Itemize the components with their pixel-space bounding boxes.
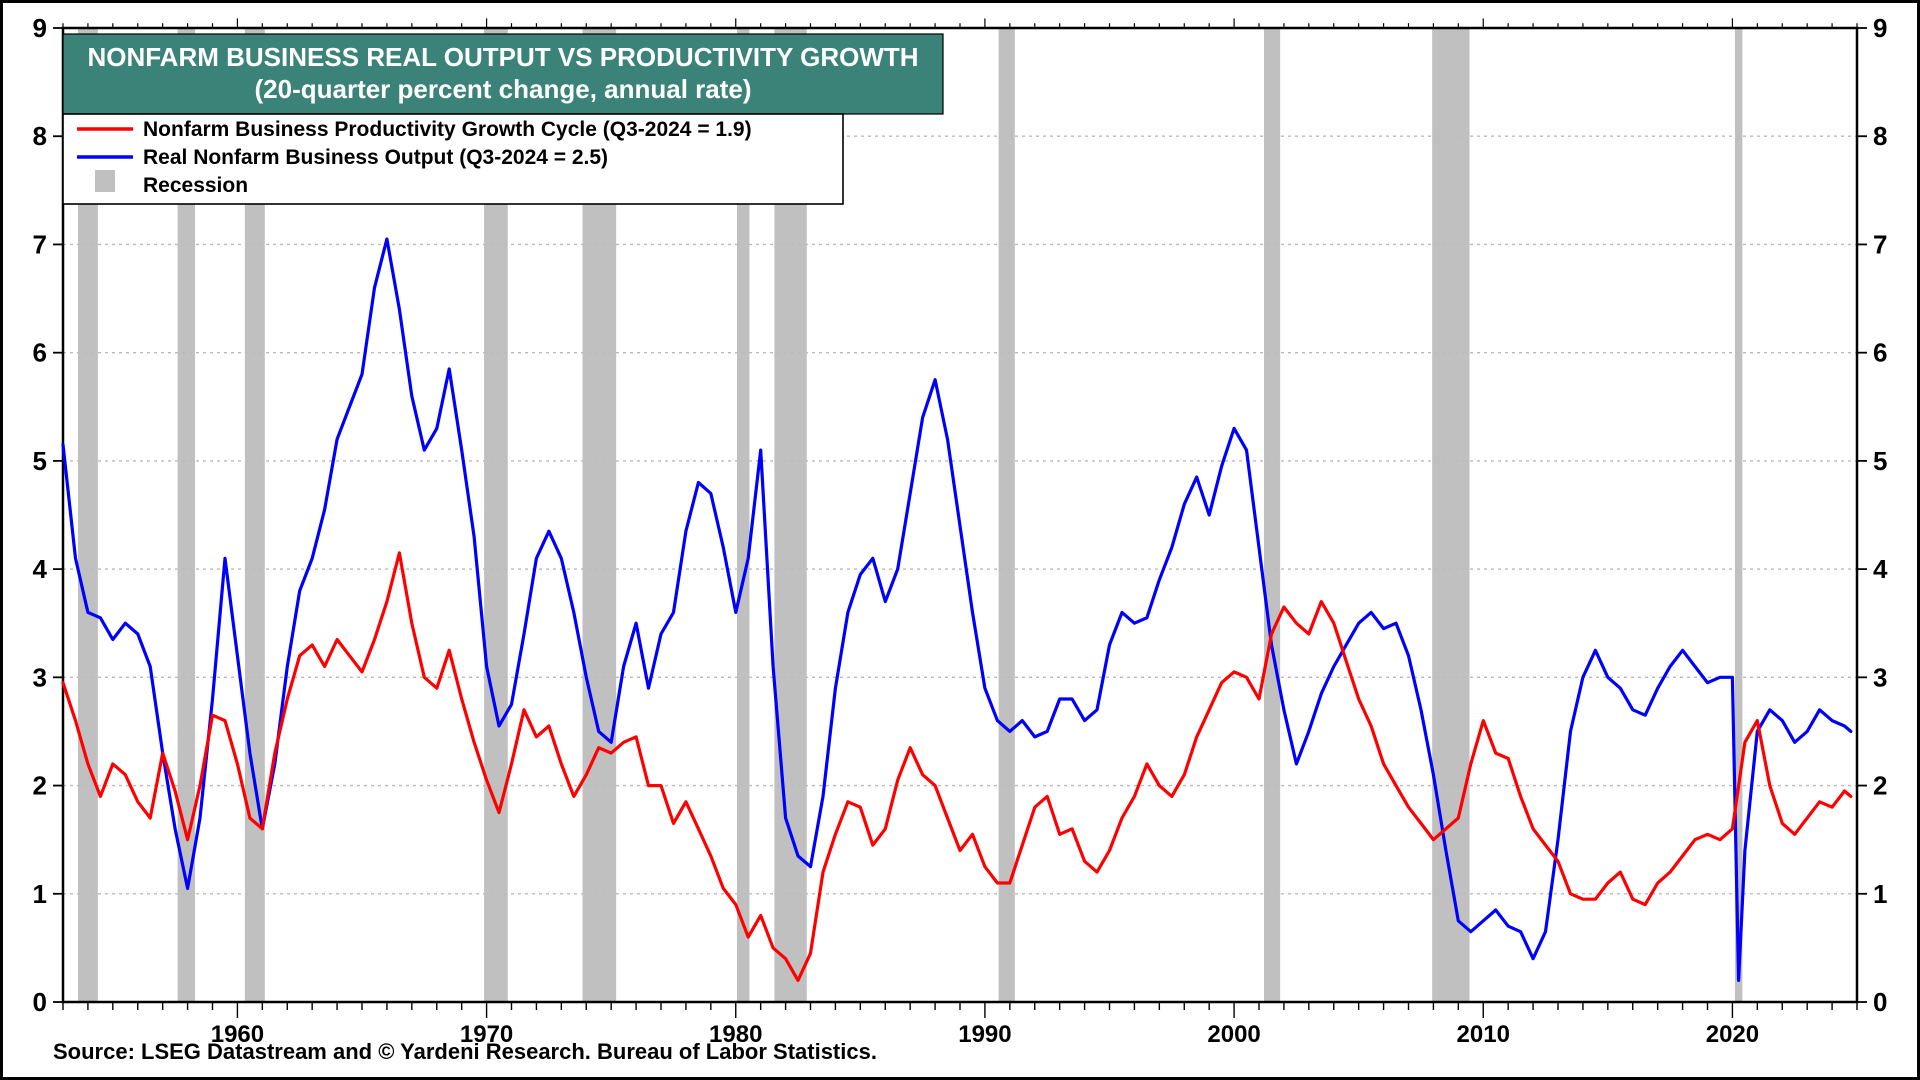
y-tick-label-right: 1 [1873,879,1887,909]
y-tick-label-left: 2 [33,771,47,801]
legend-swatch-recession [95,170,115,192]
y-tick-label-right: 7 [1873,229,1887,259]
chart-svg: 1960197019801990200020102020001122334455… [3,3,1917,1077]
y-tick-label-right: 2 [1873,771,1887,801]
legend-label-recession: Recession [143,174,248,197]
y-tick-label-right: 9 [1873,13,1887,43]
y-tick-label-left: 3 [33,662,47,692]
y-tick-label-right: 5 [1873,446,1887,476]
y-tick-label-right: 0 [1873,987,1887,1017]
source-text: Source: LSEG Datastream and © Yardeni Re… [53,1039,877,1064]
y-tick-label-right: 4 [1873,554,1888,584]
y-tick-label-left: 6 [33,338,47,368]
y-tick-label-left: 9 [33,13,47,43]
chart-title-1: NONFARM BUSINESS REAL OUTPUT VS PRODUCTI… [87,42,918,72]
chart-container: 1960197019801990200020102020001122334455… [0,0,1920,1080]
recession-band [999,28,1015,1002]
y-tick-label-right: 6 [1873,338,1887,368]
x-tick-label: 1990 [958,1021,1011,1048]
x-tick-label: 2020 [1706,1021,1759,1048]
y-tick-label-left: 4 [33,554,48,584]
y-tick-label-left: 1 [33,879,47,909]
legend-label-output: Real Nonfarm Business Output (Q3-2024 = … [143,146,608,169]
recession-band [1432,28,1469,1002]
y-tick-label-left: 0 [33,987,47,1017]
x-tick-label: 2000 [1207,1021,1260,1048]
chart-title-2: (20-quarter percent change, annual rate) [254,74,751,104]
y-tick-label-left: 8 [33,121,47,151]
y-tick-label-right: 8 [1873,121,1887,151]
legend-label-productivity: Nonfarm Business Productivity Growth Cyc… [143,118,752,141]
recession-band [1264,28,1280,1002]
y-tick-label-right: 3 [1873,662,1887,692]
y-tick-label-left: 5 [33,446,47,476]
x-tick-label: 2010 [1457,1021,1510,1048]
y-tick-label-left: 7 [33,229,47,259]
